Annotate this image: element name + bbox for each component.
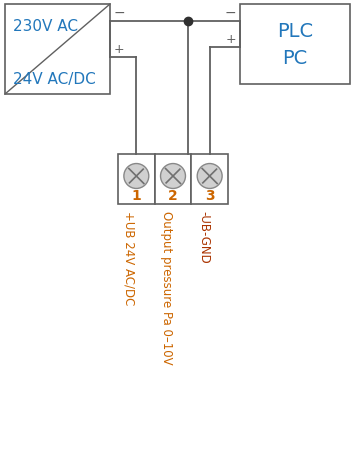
Bar [155, 155, 191, 205]
Text: 24V AC/DC: 24V AC/DC [13, 72, 96, 87]
Text: −: − [114, 6, 126, 20]
Text: 3: 3 [205, 189, 214, 203]
Circle shape [160, 164, 186, 189]
Text: +: + [114, 43, 125, 56]
Circle shape [124, 164, 149, 189]
Text: 230V AC: 230V AC [13, 19, 78, 34]
Bar [240, 5, 350, 85]
Text: +UB 24V AC/DC: +UB 24V AC/DC [123, 211, 136, 305]
Text: −: − [224, 6, 236, 20]
Bar [191, 155, 228, 205]
Circle shape [197, 164, 222, 189]
Text: Output pressure Pa 0–10V: Output pressure Pa 0–10V [160, 211, 173, 364]
Bar [118, 155, 155, 205]
Bar [5, 5, 110, 95]
Text: PLC
PC: PLC PC [277, 22, 313, 67]
Text: +: + [225, 33, 236, 46]
Text: 2: 2 [168, 189, 178, 203]
Text: -UB-GND: -UB-GND [197, 211, 210, 263]
Text: 1: 1 [131, 189, 141, 203]
